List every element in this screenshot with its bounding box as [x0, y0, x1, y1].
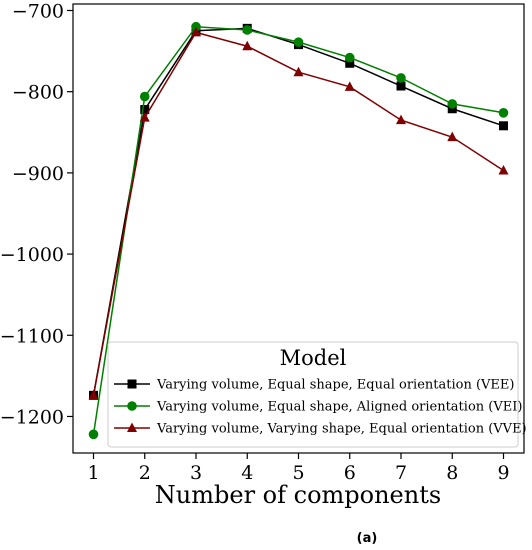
x-tick-label: 5 [292, 462, 304, 484]
data-point [345, 58, 355, 68]
data-point [396, 114, 406, 125]
y-tick-label: −700 [12, 0, 64, 22]
data-point [293, 66, 304, 77]
data-point [498, 107, 509, 118]
data-point [344, 52, 355, 63]
legend-box [107, 341, 519, 448]
y-tick-label: −1200 [0, 406, 64, 428]
data-point [396, 73, 406, 83]
legend-title: Model [280, 346, 347, 370]
x-tick-label: 4 [241, 462, 253, 484]
series-layer [88, 21, 509, 440]
y-tick-label: −1100 [0, 325, 64, 347]
x-tick-label: 3 [190, 462, 202, 484]
data-point [88, 429, 99, 440]
x-tick-label: 8 [446, 462, 458, 484]
x-axis: 1 2 3 4 5 6 7 8 9 [87, 453, 510, 484]
data-point [191, 26, 201, 37]
series-line [92, 31, 504, 396]
legend-entry: Varying volume, Equal shape, Equal orien… [114, 378, 514, 393]
x-axis-label: Number of components [155, 481, 441, 509]
series-circle [88, 21, 509, 440]
y-tick-label: −1000 [0, 244, 64, 266]
data-point [293, 37, 304, 47]
y-tick-label: −800 [12, 82, 64, 104]
data-point [498, 164, 509, 175]
legend-label: Varying volume, Equal shape, Aligned ori… [156, 400, 522, 415]
data-point [191, 21, 201, 32]
data-point [447, 131, 458, 142]
y-axis: −700 −800 −900 −1000 −1100 −1200 [0, 0, 73, 428]
x-tick-label: 6 [344, 462, 356, 484]
data-point [242, 25, 253, 35]
figure-caption: (a) [357, 531, 378, 546]
legend-entry: Varying volume, Equal shape, Aligned ori… [114, 400, 522, 415]
data-point [242, 40, 253, 51]
legend-marker [127, 401, 137, 411]
data-point [447, 99, 458, 109]
legend-marker [127, 422, 137, 432]
data-point [139, 112, 150, 122]
data-point [88, 389, 99, 400]
legend-marker [127, 379, 137, 389]
x-tick-label: 9 [497, 462, 509, 484]
x-tick-label: 2 [139, 462, 151, 484]
y-tick-label: −900 [12, 163, 64, 185]
data-point [499, 121, 508, 131]
x-tick-label: 1 [87, 462, 99, 484]
data-point [344, 81, 355, 91]
data-point [139, 91, 150, 102]
legend-entry: Varying volume, Varying shape, Equal ori… [114, 422, 527, 437]
legend-items: Varying volume, Equal shape, Equal orien… [114, 378, 527, 437]
data-point [140, 105, 150, 115]
legend-label: Varying volume, Varying shape, Equal ori… [156, 422, 527, 437]
data-point [396, 81, 406, 91]
series-triangle [88, 26, 509, 400]
data-point [447, 104, 457, 114]
legend: Model Varying volume, Equal shape, Equal… [107, 341, 527, 448]
legend-label: Varying volume, Equal shape, Equal orien… [156, 378, 514, 393]
x-tick-label: 7 [395, 462, 407, 484]
